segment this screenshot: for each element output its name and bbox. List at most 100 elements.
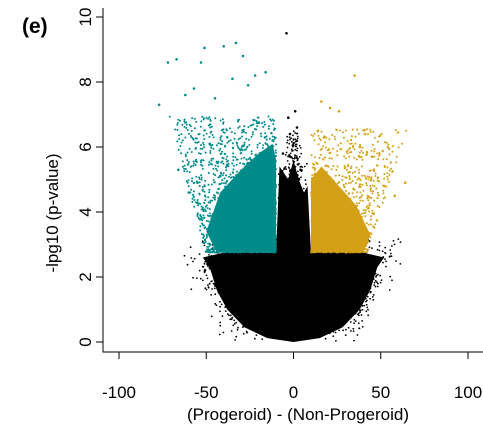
point-non-significant [378,249,381,252]
point-up [334,241,337,244]
point-non-significant [367,308,369,311]
point-non-significant [277,325,280,328]
point-non-significant [355,289,358,291]
point-down [195,120,198,123]
point-up [357,154,360,157]
point-non-significant [286,276,289,279]
point-down [204,151,207,154]
point-down [260,183,263,186]
point-up [316,162,319,165]
point-non-significant [289,170,291,173]
point-non-significant [302,238,305,241]
point-non-significant [299,209,302,212]
point-down [232,147,235,150]
point-non-significant [248,327,250,330]
point-up [370,197,373,199]
point-non-significant [289,209,292,211]
point-non-significant [288,142,291,145]
point-down [202,214,205,217]
point-down [274,237,277,239]
point-down [243,250,246,253]
point-up [342,136,345,139]
point-non-significant [286,264,288,267]
point-up [339,191,341,194]
point-down [274,195,276,198]
point-non-significant [293,160,296,163]
points-layer [157,32,408,342]
point-down [262,218,265,221]
point-down [183,120,186,123]
point-non-significant [270,311,273,313]
point-up [368,207,370,209]
point-down [223,234,226,237]
point-up [369,169,372,172]
point-down [270,251,273,254]
point-down [186,181,189,184]
point-non-significant [375,259,378,262]
point-down [273,221,276,224]
point-non-significant [258,262,261,265]
point-down [233,226,236,229]
point-non-significant [357,312,360,315]
point-non-significant [236,277,239,279]
point-up [359,235,362,237]
point-up [356,238,359,241]
point-down [191,180,193,183]
point-down [256,160,259,163]
point-non-significant [296,147,299,150]
point-non-significant [347,255,350,257]
point-down [202,210,205,213]
point-up [355,250,358,253]
point-non-significant [257,292,260,294]
point-non-significant [392,239,395,242]
point-up [313,156,316,159]
point-up [361,199,364,202]
point-down [266,243,269,246]
point-non-significant [346,266,349,269]
point-non-significant [265,314,268,317]
point-down [250,197,253,199]
point-non-significant [286,312,289,314]
point-up [313,244,316,247]
point-non-significant [198,253,201,256]
point-non-significant [371,247,373,250]
point-non-significant [275,292,277,294]
point-down [231,184,234,187]
point-non-significant [256,320,258,322]
point-non-significant [284,275,287,278]
point-non-significant [291,269,294,272]
point-down [256,116,259,119]
point-non-significant [348,287,350,290]
point-non-significant [372,269,375,272]
point-non-significant [259,290,261,293]
point-non-significant [345,328,347,331]
point-non-significant [332,259,335,262]
point-up [310,194,313,197]
point-non-significant [286,249,289,252]
point-non-significant [277,197,280,200]
point-non-significant [336,289,339,291]
point-non-significant [301,298,304,301]
point-up [346,251,348,254]
point-non-significant [319,304,322,306]
point-non-significant [286,231,288,234]
point-down [202,117,205,120]
point-non-significant [290,177,293,179]
point-down [217,200,219,203]
point-up [351,172,354,174]
point-non-significant [255,334,258,336]
point-down [265,195,268,198]
point-up [335,204,338,207]
point-non-significant [252,263,255,265]
point-non-significant [321,294,324,297]
point-down [261,158,264,161]
point-down [274,186,277,189]
point-non-significant [244,269,247,271]
point-non-significant [364,275,366,278]
point-non-significant [341,273,344,276]
point-down [208,215,211,218]
point-up [342,245,344,247]
point-non-significant [234,274,237,277]
point-down [211,239,214,242]
